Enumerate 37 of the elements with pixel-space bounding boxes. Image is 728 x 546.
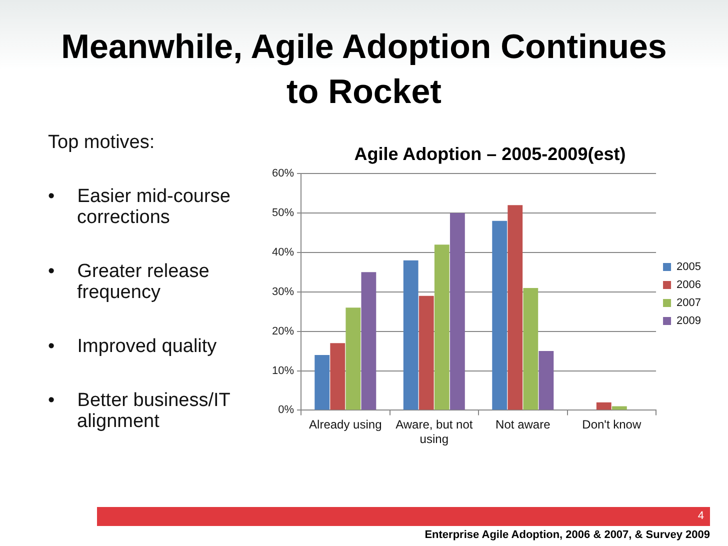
legend-label: 2005 — [676, 261, 702, 274]
bar — [596, 402, 612, 410]
bar — [330, 343, 346, 410]
text: Enterprise Agile Adoption, 2006 & 2007, & Survey 2009 — [424, 528, 710, 542]
legend-label: 2006 — [676, 279, 702, 292]
bar — [403, 260, 418, 410]
y-tick-label: 0% — [278, 404, 294, 416]
bar — [538, 351, 554, 410]
bar — [314, 354, 330, 410]
text: 4 — [698, 509, 704, 524]
text: • Improved quality — [48, 336, 218, 357]
bar — [418, 296, 434, 410]
text: • Better business/IT alignment — [48, 390, 232, 432]
chart-subtitle: Agile Adoption – 2005-2009(est) — [354, 144, 626, 164]
bar — [361, 272, 376, 410]
bar — [492, 220, 508, 410]
bar — [523, 288, 538, 410]
legend-label: 2009 — [676, 315, 702, 328]
text: Top motives: — [48, 132, 156, 153]
x-tick-label: Already using — [309, 418, 382, 432]
legend-label: 2007 — [676, 297, 702, 310]
y-tick-label: 30% — [272, 286, 294, 298]
y-tick-label: 20% — [272, 325, 294, 338]
y-tick-label: 10% — [272, 364, 294, 377]
bar — [434, 244, 450, 410]
y-tick-label: 60% — [272, 168, 294, 180]
bar — [346, 308, 361, 410]
bar — [508, 205, 523, 410]
y-tick-label: 40% — [272, 246, 294, 258]
x-tick-label: Not aware — [496, 418, 551, 432]
text: • Greater release frequency — [48, 261, 210, 303]
y-tick-label: 50% — [272, 207, 294, 220]
chart-title: Meanwhile, Agile Adoption Continues to Rocket — [60, 27, 668, 113]
text: • Easier mid-course corrections — [48, 186, 232, 228]
x-tick-label: Aware, but not using — [396, 418, 474, 446]
bar — [450, 213, 465, 410]
x-tick-label: Don't know — [582, 418, 642, 432]
